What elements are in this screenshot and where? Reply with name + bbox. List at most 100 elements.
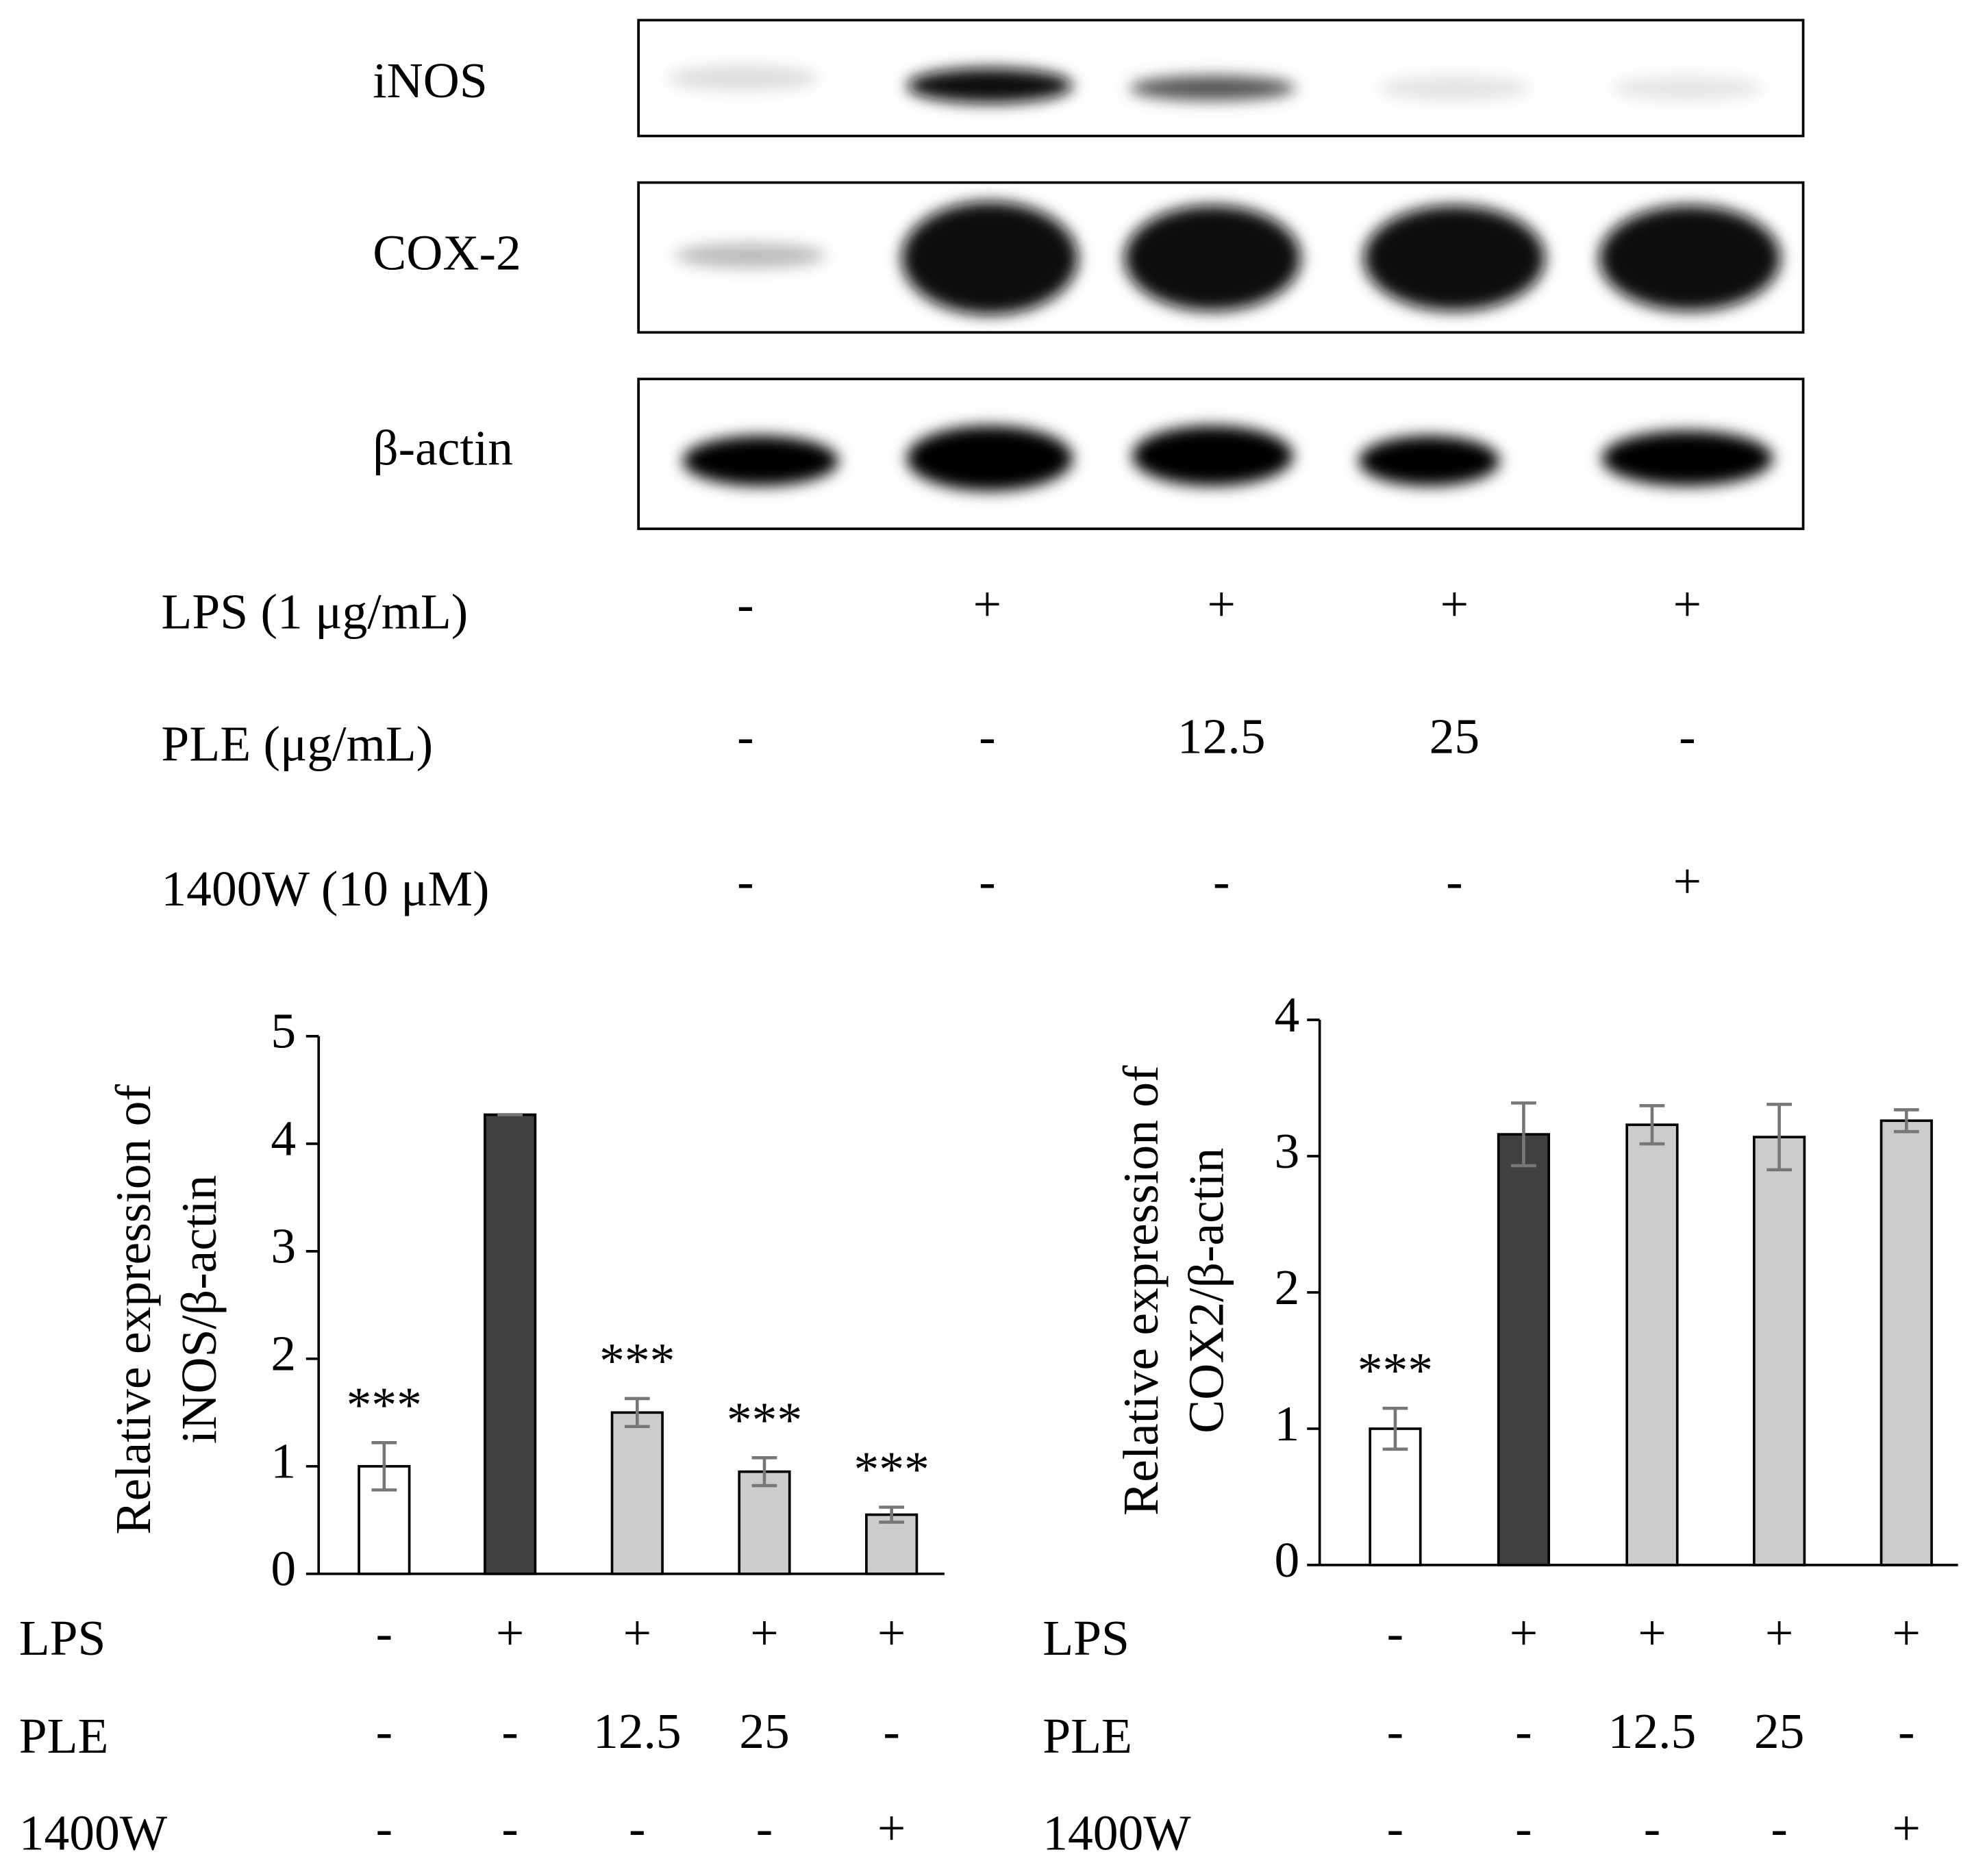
condition-value: - (1446, 853, 1462, 909)
error-bar (879, 1505, 905, 1524)
condition-label: LPS (1 μg/mL) (161, 584, 468, 640)
error-bar (1511, 1101, 1536, 1168)
condition-value: + (1510, 1604, 1538, 1660)
condition-value: 12.5 (1177, 708, 1266, 764)
condition-value: + (877, 1604, 906, 1660)
condition-value: + (623, 1604, 651, 1660)
blot-frame (637, 377, 1805, 530)
protein-label: β-actin (373, 420, 513, 476)
y-axis-label: iNOS/β-actin (171, 1175, 227, 1444)
condition-value: - (737, 853, 753, 909)
y-tick-label: 4 (1274, 986, 1299, 1042)
condition-value: - (737, 708, 753, 764)
y-tick-label: 1 (1274, 1395, 1299, 1451)
condition-value: - (1679, 708, 1695, 764)
blot (667, 65, 1781, 491)
error-bar (1893, 1108, 1919, 1134)
condition-value: - (1515, 1703, 1532, 1759)
condition-value: - (376, 1703, 392, 1759)
condition-label: 1400W (1043, 1805, 1191, 1861)
bar (610, 1411, 664, 1575)
condition-label: 1400W (19, 1805, 168, 1861)
y-tick-label: 0 (271, 1540, 296, 1597)
bar (1369, 1427, 1422, 1566)
significance: *** (727, 1391, 802, 1447)
condition-label: LPS (19, 1610, 106, 1666)
y-tick-label: 3 (1274, 1123, 1299, 1179)
condition-value: + (1673, 853, 1701, 909)
condition-value: - (1771, 1799, 1787, 1855)
condition-value: - (1213, 853, 1230, 909)
condition-value: 25 (1430, 708, 1480, 764)
condition-value: - (1515, 1799, 1532, 1855)
condition-value: - (979, 708, 995, 764)
bar (484, 1113, 537, 1575)
condition-value: - (1387, 1799, 1403, 1855)
blot-frame (637, 181, 1805, 334)
condition-value: - (376, 1604, 392, 1660)
condition-label: PLE (19, 1708, 109, 1764)
condition-value: - (501, 1799, 518, 1855)
condition-value: 12.5 (1608, 1703, 1697, 1759)
condition-label: PLE (μg/mL) (161, 716, 433, 772)
condition-value: 12.5 (593, 1703, 682, 1759)
condition-value: + (750, 1604, 778, 1660)
y-tick-label: 5 (271, 1003, 296, 1059)
condition-value: - (501, 1703, 518, 1759)
condition-value: 25 (1754, 1703, 1805, 1759)
condition-value: + (1893, 1604, 1921, 1660)
condition-value: 25 (739, 1703, 790, 1759)
y-axis-label: Relative expression of (105, 1084, 161, 1535)
condition-value: + (1765, 1604, 1793, 1660)
condition-value: - (1387, 1703, 1403, 1759)
condition-value: - (1898, 1703, 1914, 1759)
y-tick-label: 0 (1274, 1531, 1299, 1588)
bar (1880, 1119, 1933, 1566)
error-bar (371, 1440, 397, 1492)
bar (1497, 1133, 1551, 1566)
y-axis-label: Relative expression of (1112, 1065, 1169, 1516)
y-tick-label: 3 (271, 1218, 296, 1274)
condition-value: + (496, 1604, 524, 1660)
y-axis-label: COX2/β-actin (1177, 1148, 1234, 1434)
bar (1752, 1136, 1806, 1566)
condition-value: - (629, 1799, 645, 1855)
condition-value: + (1893, 1799, 1921, 1855)
blot-frame (637, 18, 1805, 138)
significance: *** (599, 1332, 675, 1388)
condition-value: - (737, 576, 753, 632)
condition-value: - (376, 1799, 392, 1855)
significance: *** (347, 1376, 422, 1432)
error-bar (624, 1397, 650, 1429)
error-bar (1382, 1406, 1408, 1451)
significance: *** (1358, 1342, 1433, 1398)
y-tick-label: 4 (271, 1110, 296, 1166)
y-tick-label: 1 (271, 1433, 296, 1489)
condition-label: LPS (1043, 1610, 1129, 1666)
condition-value: - (979, 853, 995, 909)
bar (738, 1470, 791, 1575)
condition-value: - (1644, 1799, 1660, 1855)
protein-label: iNOS (373, 52, 488, 108)
condition-label: PLE (1043, 1708, 1132, 1764)
condition-value: + (1638, 1604, 1666, 1660)
error-bar (1767, 1103, 1792, 1172)
condition-value: - (756, 1799, 773, 1855)
condition-value: - (1387, 1604, 1403, 1660)
y-tick-label: 2 (1274, 1259, 1299, 1315)
condition-label: 1400W (10 μM) (161, 860, 489, 916)
y-tick-label: 2 (271, 1325, 296, 1381)
condition-value: + (1208, 576, 1236, 632)
bar (1625, 1123, 1679, 1566)
error-bar (1639, 1104, 1665, 1146)
condition-value: + (973, 576, 1001, 632)
condition-value: - (883, 1703, 899, 1759)
condition-value: + (877, 1799, 906, 1855)
bar (865, 1513, 919, 1575)
error-bar (751, 1455, 777, 1488)
protein-label: COX-2 (373, 225, 521, 281)
significance: *** (853, 1441, 929, 1497)
condition-value: + (1673, 576, 1701, 632)
